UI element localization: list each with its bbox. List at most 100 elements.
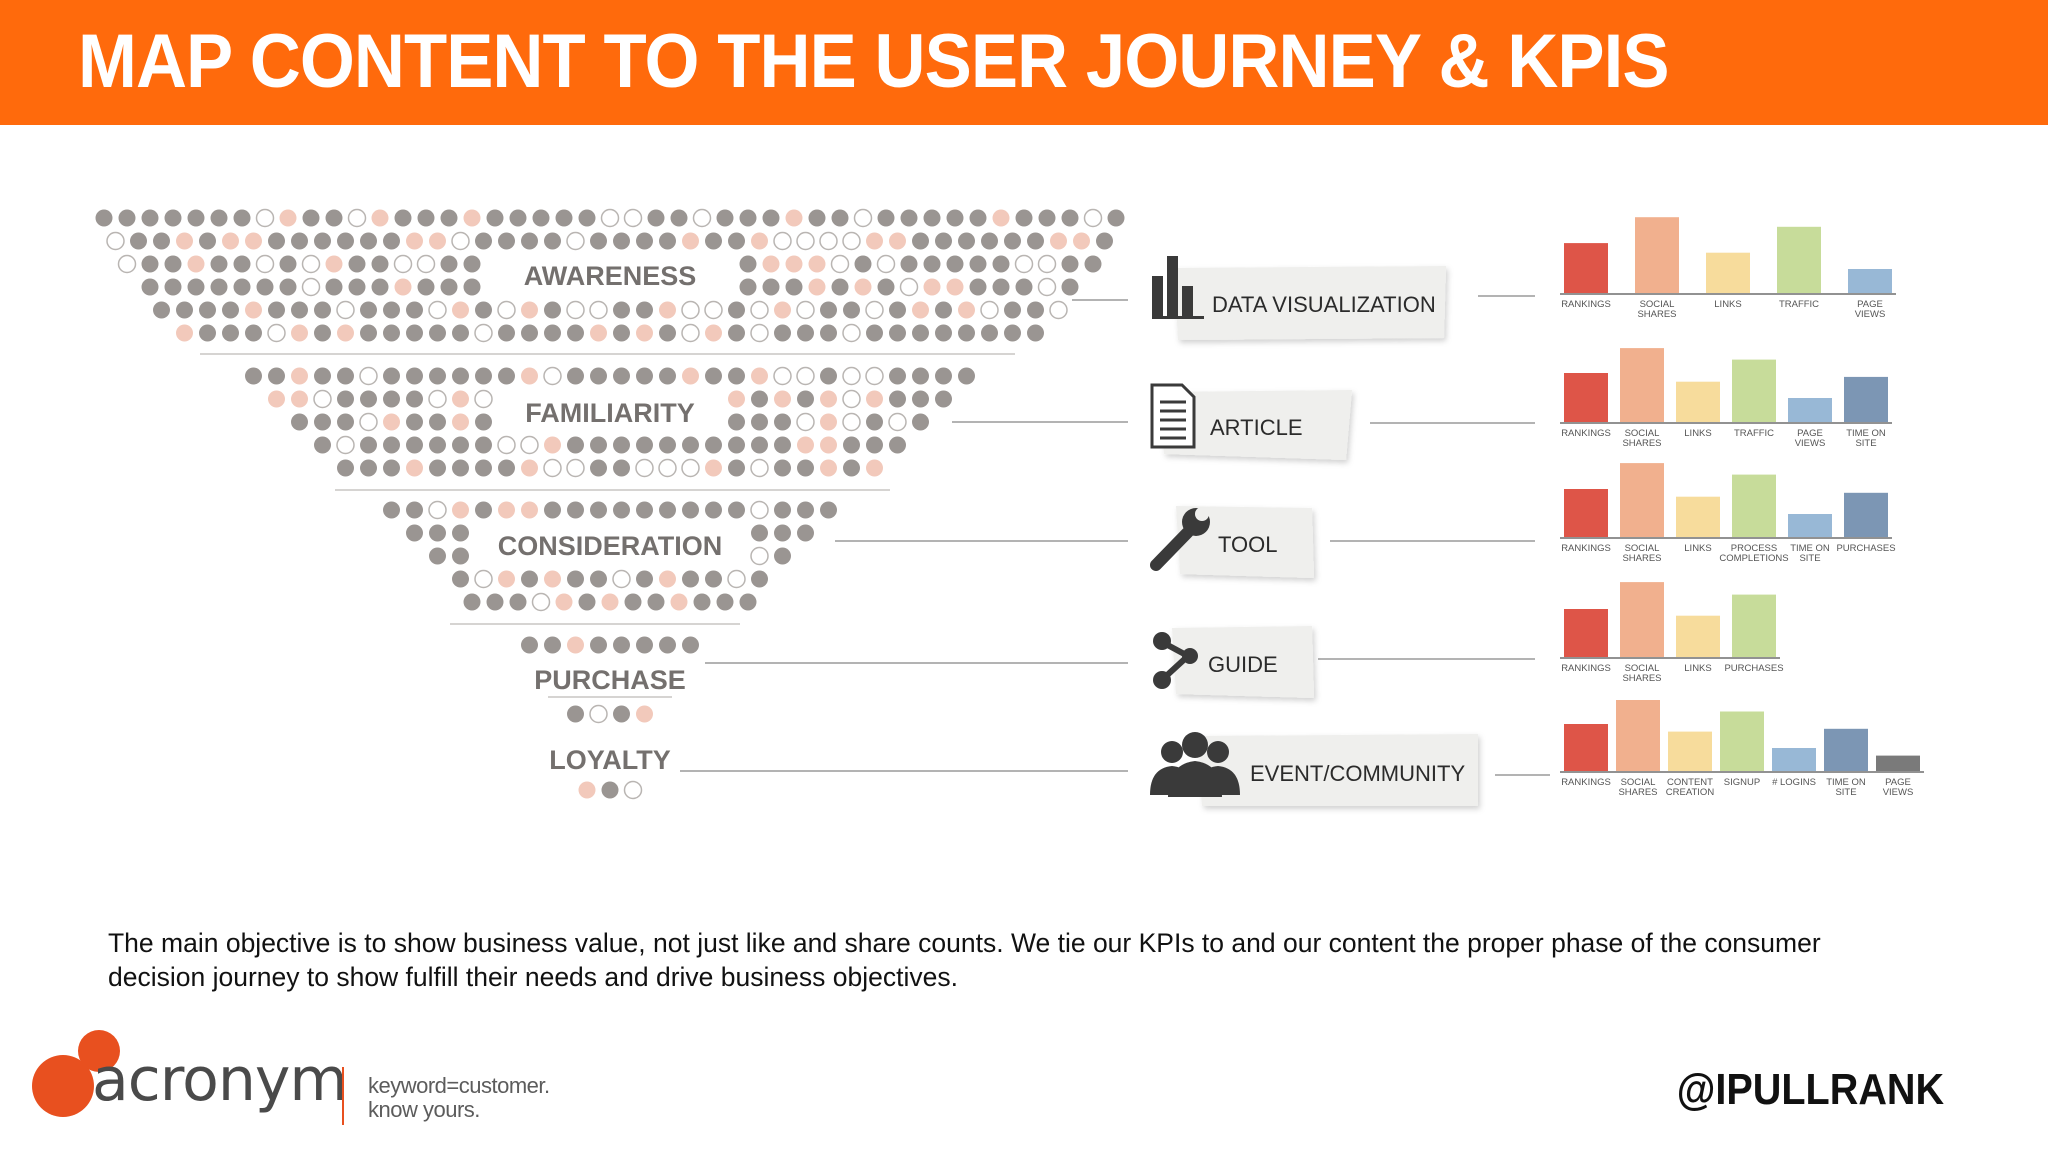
funnel-dot (153, 232, 170, 250)
funnel-dot (245, 367, 262, 385)
kpi-bar (1564, 373, 1608, 422)
funnel-dot (705, 324, 722, 342)
funnel-dot (429, 459, 446, 477)
funnel-dot (383, 324, 400, 342)
funnel-dot (291, 413, 308, 431)
funnel-dot (946, 209, 964, 227)
header-bar: MAP CONTENT TO THE USER JOURNEY & KPIS (0, 0, 2048, 125)
funnel-dot (589, 300, 608, 320)
funnel-dot (578, 209, 596, 227)
funnel-dot (452, 413, 469, 431)
kpi-bar (1732, 594, 1776, 657)
funnel-dot (452, 301, 469, 319)
funnel-dot (509, 593, 527, 611)
kpi-bar-label: SIGNUP (1724, 777, 1760, 788)
funnel-dot (130, 232, 147, 250)
funnel-dot (705, 436, 722, 454)
funnel-dot (1027, 232, 1044, 250)
funnel-dot (555, 209, 573, 227)
funnel-dot (176, 232, 193, 250)
acronym-logo: acronym keyword=customer. know yours. (30, 1025, 590, 1135)
funnel-dot (728, 301, 745, 319)
funnel-dot (521, 459, 538, 477)
funnel-dot (842, 389, 861, 409)
funnel-dot (728, 367, 745, 385)
funnel-dot (797, 324, 814, 342)
kpi-bar (1564, 609, 1608, 657)
funnel-dot (141, 209, 159, 227)
funnel-dot (417, 278, 435, 296)
funnel-dot (774, 413, 791, 431)
funnel-dot (613, 324, 630, 342)
funnel-dot (774, 459, 791, 477)
funnel-dot (912, 301, 929, 319)
kpi-bar-label: SHARES (1622, 673, 1661, 684)
funnel-dot (636, 501, 653, 519)
funnel-dot (727, 569, 746, 589)
funnel-dot (750, 546, 769, 566)
kpi-bar-label: PURCHASES (1836, 543, 1895, 554)
funnel-dot (647, 593, 665, 611)
funnel-dot (233, 255, 251, 273)
funnel-dot (623, 208, 643, 228)
funnel-dot (636, 232, 653, 250)
document-icon (1150, 383, 1196, 449)
funnel-dot (820, 413, 837, 431)
funnel-dot (923, 278, 941, 296)
funnel-dot (394, 278, 412, 296)
funnel-dot (739, 278, 757, 296)
funnel-dot (728, 436, 745, 454)
funnel-dot (279, 255, 297, 273)
funnel-dot (301, 277, 321, 297)
funnel-dot (406, 301, 423, 319)
kpi-bar (1635, 217, 1679, 293)
content-label-tool: TOOL (1218, 532, 1278, 557)
funnel-dot (819, 231, 838, 251)
funnel-dot (291, 301, 308, 319)
funnel-dot (692, 208, 712, 228)
funnel-dot (383, 436, 400, 454)
funnel-dot (383, 390, 400, 408)
funnel-dot (360, 232, 377, 250)
funnel-dot (268, 367, 285, 385)
funnel-dot (659, 301, 676, 319)
kpi-bar (1844, 376, 1888, 422)
funnel-dot (255, 254, 275, 274)
funnel-dot (360, 324, 377, 342)
funnel-dot (808, 255, 826, 273)
funnel-dot (600, 208, 620, 228)
funnel-dot (613, 501, 630, 519)
funnel-dot (337, 324, 354, 342)
funnel-dot (325, 278, 343, 296)
kpi-bar (1620, 582, 1664, 657)
share-icon (1153, 632, 1198, 689)
content-label-event-community: EVENT/COMMUNITY (1250, 761, 1465, 786)
funnel-dot (774, 436, 791, 454)
content-tool: TOOL (1150, 506, 1314, 578)
kpi-bar-label: LINKS (1684, 543, 1711, 554)
kpi-bar-label: RANKINGS (1561, 428, 1611, 439)
funnel-dot (774, 390, 791, 408)
funnel-dot (325, 209, 343, 227)
funnel-dot (497, 435, 516, 455)
funnel-dot (463, 209, 481, 227)
funnel-dot (95, 209, 113, 227)
funnel-dot (187, 278, 205, 296)
funnel-dot (705, 570, 722, 588)
funnel-dot (1061, 209, 1079, 227)
funnel-dot (498, 367, 515, 385)
funnel-dot (337, 232, 354, 250)
funnel-dot (912, 413, 929, 431)
funnel-dot (291, 367, 308, 385)
funnel-dot (681, 323, 700, 343)
funnel-dot (314, 367, 331, 385)
kpi-bar (1616, 700, 1660, 771)
funnel-dot (1107, 209, 1125, 227)
funnel-dot (314, 232, 331, 250)
funnel-dot (635, 458, 654, 478)
funnel-dot (544, 301, 561, 319)
funnel-dot (659, 232, 676, 250)
funnel-dot (498, 501, 515, 519)
funnel-dot (843, 301, 860, 319)
